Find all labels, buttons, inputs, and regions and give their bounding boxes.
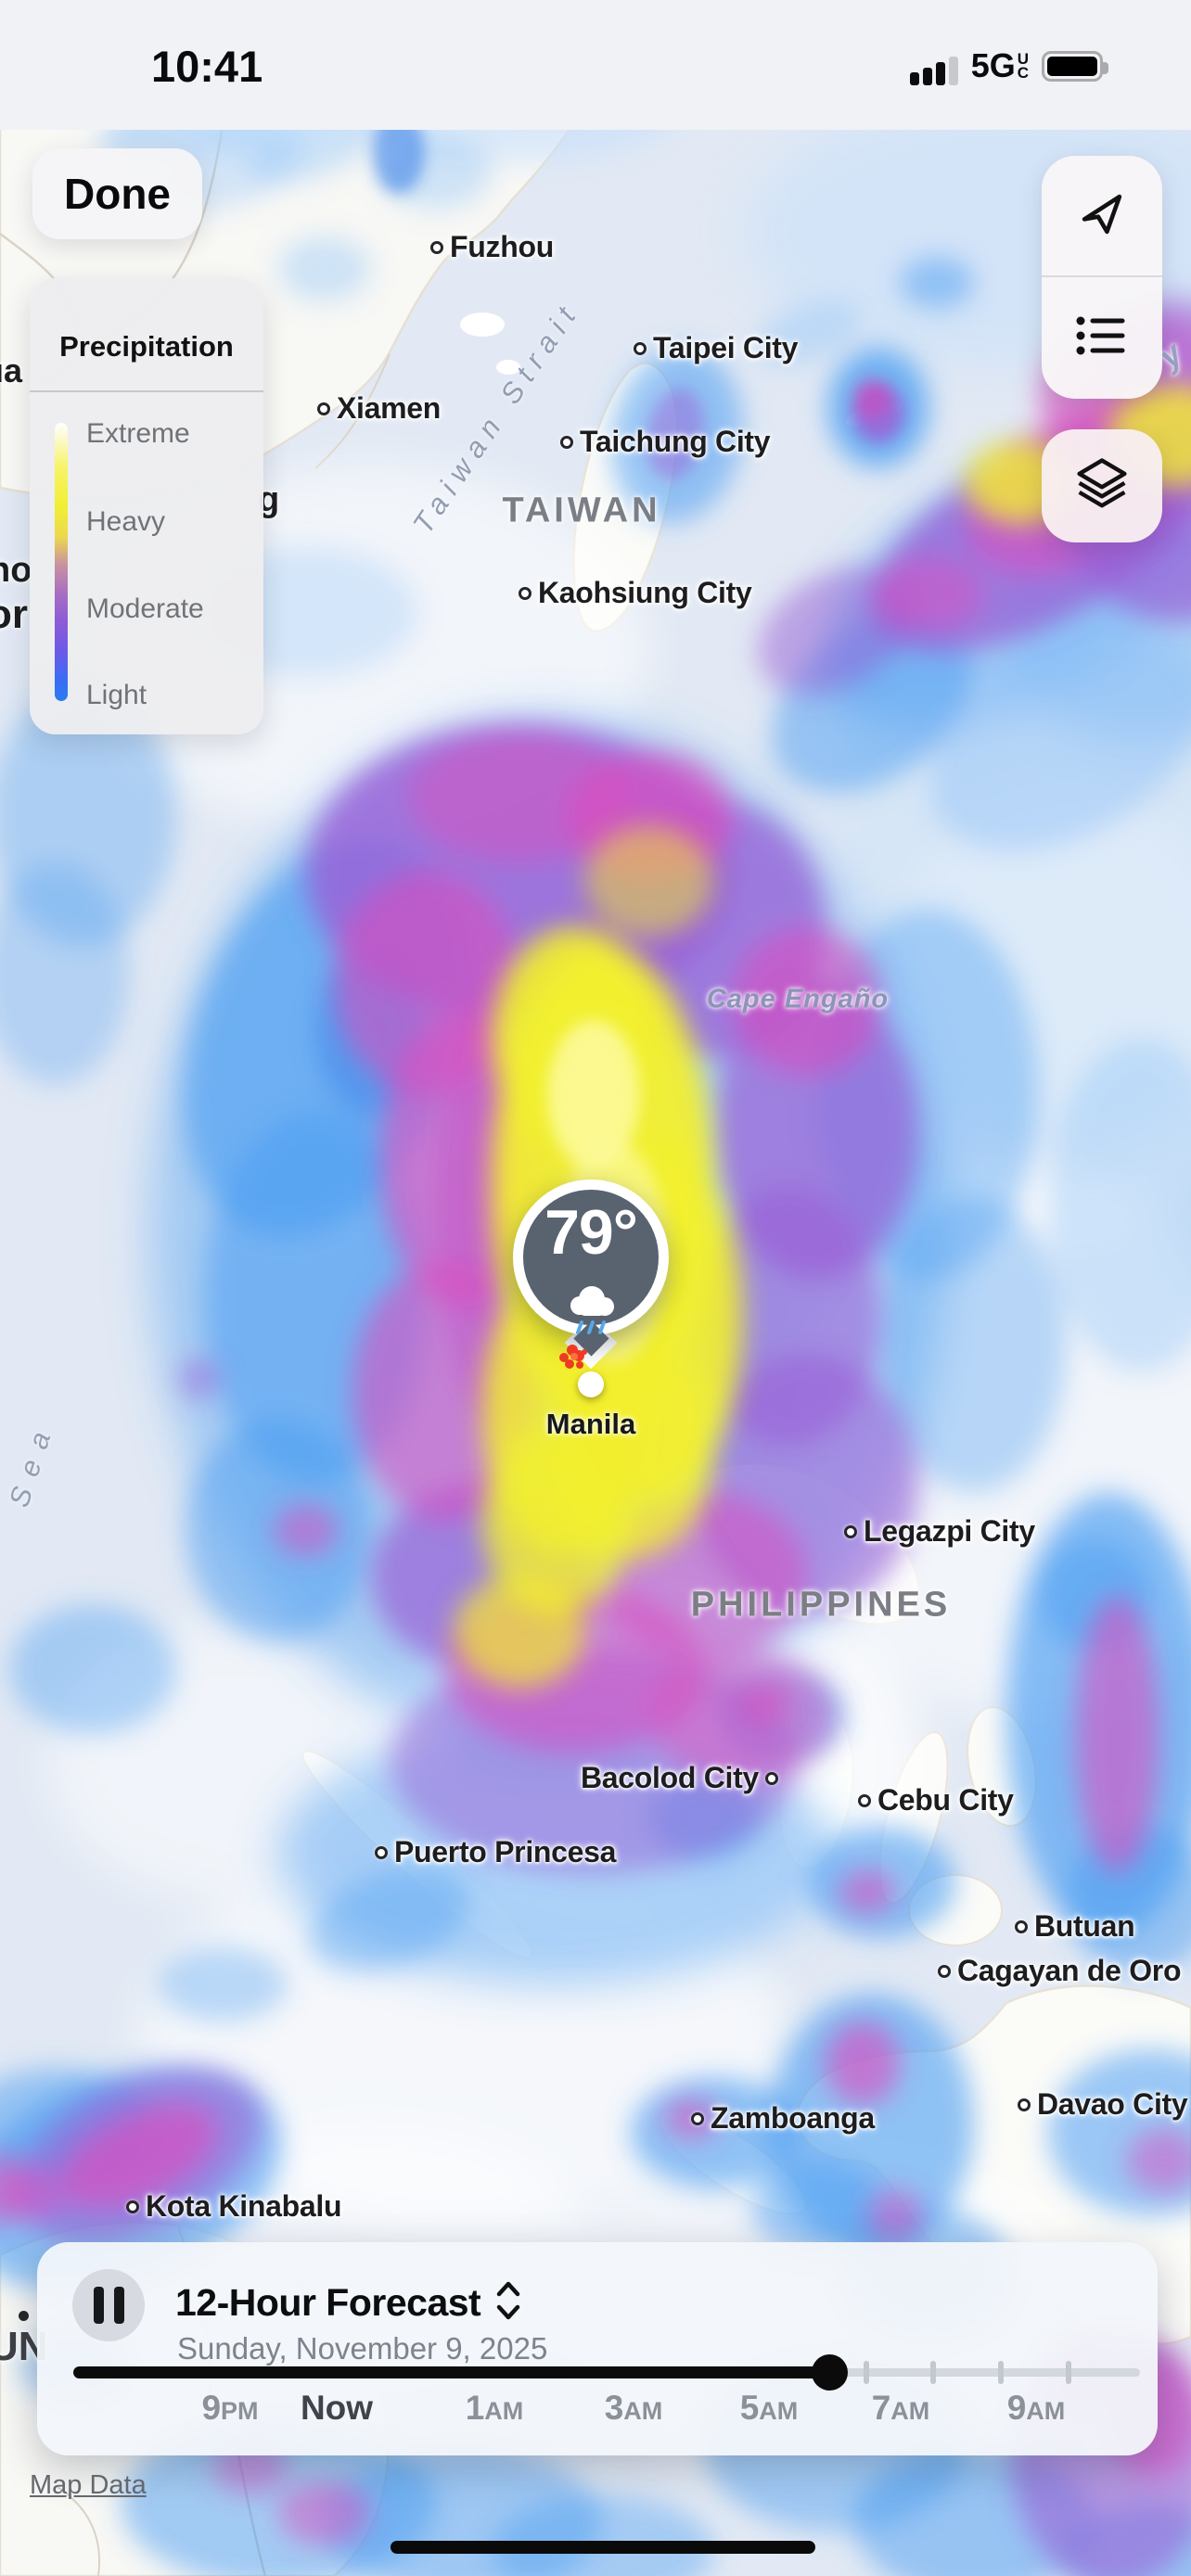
city-label-butuan: Butuan: [1015, 1909, 1135, 1944]
timeline-tick: [864, 2361, 869, 2384]
city-dot: [938, 1964, 951, 1978]
city-label-taichung-city: Taichung City: [560, 425, 771, 459]
city-label-fuzhou: Fuzhou: [430, 230, 554, 264]
city-dot: [691, 2111, 704, 2125]
timeline-progress: [73, 2366, 829, 2378]
legend-level-moderate: Moderate: [86, 593, 204, 624]
time-label-7am: 7AM: [871, 2389, 930, 2427]
partial-city-dot: [19, 2311, 29, 2321]
timeline-tick: [998, 2361, 1004, 2384]
partial-label-ho: ho: [0, 551, 32, 590]
city-label-davao-city: Davao City: [1018, 2087, 1188, 2122]
city-dot: [126, 2200, 139, 2213]
city-label-zamboanga: Zamboanga: [691, 2101, 875, 2136]
city-dot: [560, 435, 573, 449]
timeline-tick: [930, 2361, 936, 2384]
legend-level-light: Light: [86, 680, 147, 710]
layers-button[interactable]: [1042, 429, 1162, 542]
city-label-bacolod-city: Bacolod City: [581, 1761, 778, 1795]
location-arrow-icon: [1077, 189, 1127, 244]
city-dot: [634, 341, 647, 355]
region-label-philippines: PHILIPPINES: [690, 1585, 952, 1625]
pause-button[interactable]: [72, 2269, 145, 2341]
timeline-tick: [1066, 2361, 1071, 2384]
city-label-taipei-city: Taipei City: [634, 331, 798, 365]
region-label-taiwan: TAIWAN: [502, 491, 661, 530]
precipitation-legend: Precipitation Extreme Heavy Moderate Lig…: [30, 278, 263, 734]
legend-divider: [30, 390, 263, 392]
callout-location-label: Manila: [545, 1408, 636, 1440]
feature-label-cape-engano: Cape Engaño: [706, 984, 890, 1014]
city-label-cebu-city: Cebu City: [858, 1783, 1014, 1817]
timeline-scrubber-handle[interactable]: [812, 2354, 848, 2391]
legend-level-extreme: Extreme: [86, 418, 190, 449]
forecast-panel: 12-Hour Forecast Sunday, November 9, 202…: [37, 2242, 1158, 2455]
city-dot: [1015, 1919, 1028, 1933]
city-label-legazpi-city: Legazpi City: [844, 1514, 1035, 1549]
severe-weather-icon: [557, 1343, 590, 1379]
controls-divider: [1042, 275, 1162, 277]
partial-label-ua: ua: [0, 351, 23, 389]
time-label-5am: 5AM: [739, 2389, 799, 2427]
pause-icon-bar: [113, 2287, 124, 2324]
time-label-9pm: 9PM: [201, 2389, 259, 2427]
city-dot: [375, 1845, 388, 1859]
city-dot: [764, 1771, 778, 1785]
time-label-3am: 3AM: [604, 2389, 663, 2427]
partial-label-or: or: [0, 592, 28, 637]
time-label-1am: 1AM: [465, 2389, 524, 2427]
time-label-now: Now: [300, 2389, 374, 2427]
city-label-puerto-princesa: Puerto Princesa: [375, 1835, 616, 1869]
city-dot: [317, 402, 330, 415]
city-label-xiamen: Xiamen: [317, 391, 441, 426]
city-dot: [844, 1524, 857, 1538]
forecast-date: Sunday, November 9, 2025: [177, 2331, 548, 2366]
locate-me-button[interactable]: [1042, 156, 1162, 276]
time-label-9am: 9AM: [1006, 2389, 1066, 2427]
battery-icon: [1042, 50, 1108, 82]
cloud-rain-icon: [561, 1278, 622, 1340]
city-label-kaohsiung-city: Kaohsiung City: [519, 576, 752, 610]
callout-location-dot: [578, 1371, 604, 1397]
city-dot: [430, 240, 443, 254]
pause-icon: [93, 2287, 104, 2324]
layers-icon: [1073, 456, 1131, 516]
city-dot: [1018, 2098, 1031, 2111]
map-controls-pill: [1042, 156, 1162, 399]
legend-title: Precipitation: [59, 330, 234, 363]
city-dot: [858, 1793, 871, 1807]
locations-list-button[interactable]: [1042, 277, 1162, 398]
status-time: 10:41: [151, 42, 263, 91]
city-label-kota-kinabalu: Kota Kinabalu: [126, 2189, 342, 2224]
chevron-up-down-icon[interactable]: [495, 2279, 521, 2327]
legend-level-heavy: Heavy: [86, 506, 166, 537]
callout-temperature: 79°: [544, 1197, 638, 1268]
city-label-cagayan-de-oro: Cagayan de Oro: [938, 1954, 1182, 1988]
done-button[interactable]: Done: [32, 148, 202, 239]
legend-gradient-bar: [55, 423, 68, 701]
list-icon: [1076, 312, 1128, 363]
cellular-signal-icon: [909, 46, 958, 85]
home-indicator[interactable]: [391, 2541, 815, 2554]
map-data-link[interactable]: Map Data: [30, 2470, 147, 2500]
forecast-title: 12-Hour Forecast: [175, 2281, 481, 2324]
city-dot: [519, 586, 531, 600]
